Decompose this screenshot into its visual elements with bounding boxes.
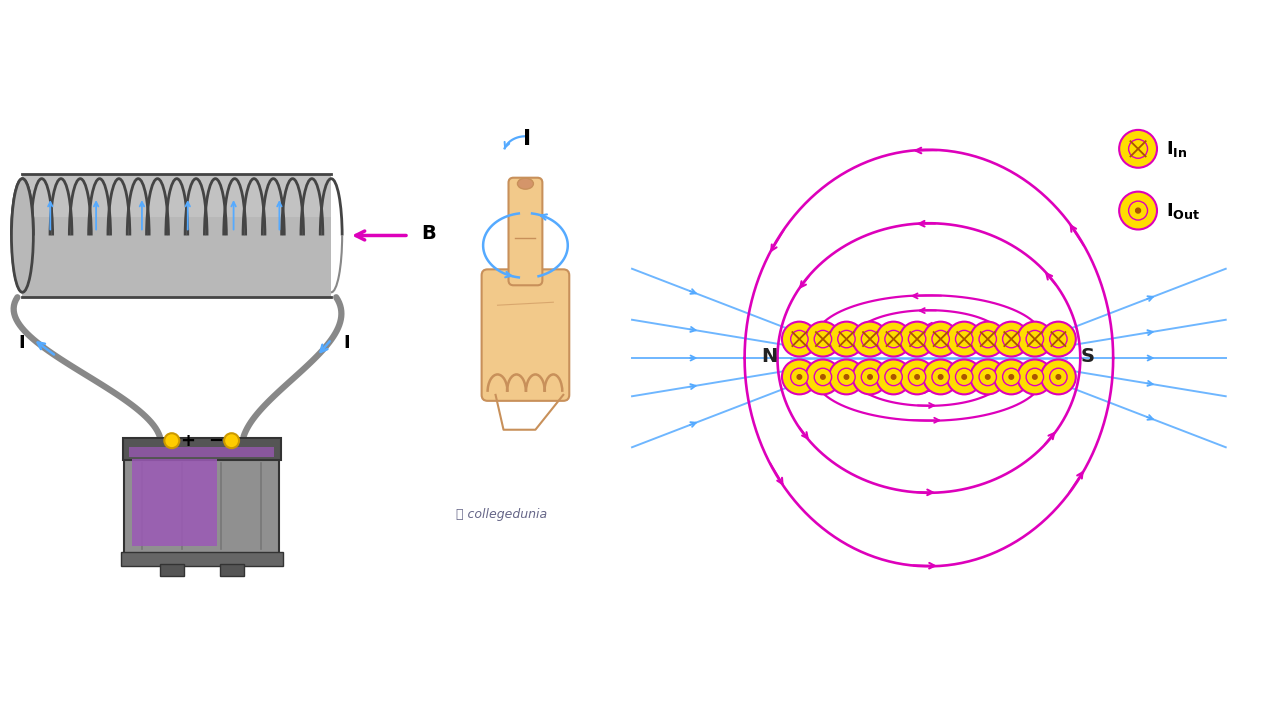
Circle shape (791, 368, 808, 386)
Circle shape (970, 322, 1005, 356)
Circle shape (891, 374, 896, 379)
Text: N: N (762, 346, 777, 366)
Bar (123, 438, 280, 459)
Circle shape (900, 359, 934, 395)
Circle shape (1050, 330, 1068, 348)
Circle shape (805, 359, 841, 395)
Text: I: I (524, 129, 531, 149)
Circle shape (1135, 208, 1140, 213)
Circle shape (900, 322, 934, 356)
Circle shape (814, 330, 832, 348)
Circle shape (993, 359, 1029, 395)
Bar (129, 446, 274, 456)
Circle shape (791, 330, 808, 348)
Ellipse shape (12, 179, 33, 292)
Circle shape (1002, 330, 1020, 348)
Circle shape (852, 359, 887, 395)
Text: 🎓 collegedunia: 🎓 collegedunia (456, 508, 547, 521)
Circle shape (993, 322, 1029, 356)
Circle shape (1041, 359, 1075, 395)
Text: +: + (180, 432, 196, 450)
Circle shape (884, 330, 902, 348)
Text: B: B (421, 224, 435, 243)
Circle shape (1009, 374, 1014, 379)
Circle shape (884, 368, 902, 386)
Circle shape (861, 368, 879, 386)
Circle shape (814, 368, 832, 386)
Circle shape (805, 322, 841, 356)
Ellipse shape (517, 179, 534, 189)
Circle shape (923, 322, 959, 356)
Text: I: I (343, 333, 351, 351)
Bar (220, 564, 243, 576)
Circle shape (947, 359, 982, 395)
Circle shape (1129, 201, 1148, 220)
Circle shape (979, 368, 996, 386)
Circle shape (938, 374, 943, 379)
Circle shape (1056, 374, 1061, 379)
Circle shape (782, 359, 817, 395)
Circle shape (955, 368, 973, 386)
Circle shape (1027, 368, 1043, 386)
Circle shape (923, 359, 959, 395)
Circle shape (1041, 322, 1075, 356)
Bar (160, 564, 184, 576)
Circle shape (224, 433, 239, 448)
Circle shape (963, 374, 966, 379)
Circle shape (837, 368, 855, 386)
Text: I$_{\mathregular{In}}$: I$_{\mathregular{In}}$ (1166, 139, 1188, 159)
Circle shape (909, 330, 925, 348)
Circle shape (932, 368, 950, 386)
Circle shape (782, 322, 817, 356)
Text: I: I (19, 333, 26, 351)
Circle shape (1129, 140, 1148, 158)
Circle shape (1027, 330, 1043, 348)
Text: I$_{\mathregular{Out}}$: I$_{\mathregular{Out}}$ (1166, 201, 1201, 220)
Circle shape (986, 374, 989, 379)
Circle shape (852, 322, 887, 356)
FancyBboxPatch shape (508, 178, 543, 285)
Circle shape (1002, 368, 1020, 386)
Circle shape (820, 374, 826, 379)
Circle shape (797, 374, 801, 379)
Circle shape (932, 330, 950, 348)
Circle shape (829, 359, 864, 395)
Circle shape (915, 374, 919, 379)
Circle shape (1119, 192, 1157, 230)
Circle shape (909, 368, 925, 386)
Circle shape (1033, 374, 1037, 379)
Bar (22, 174, 332, 217)
Bar (124, 445, 279, 554)
Circle shape (861, 330, 879, 348)
Circle shape (829, 322, 864, 356)
Circle shape (947, 322, 982, 356)
Circle shape (970, 359, 1005, 395)
Circle shape (1119, 130, 1157, 168)
Bar (120, 552, 283, 566)
FancyBboxPatch shape (481, 269, 570, 401)
Circle shape (164, 433, 179, 448)
Circle shape (955, 330, 973, 348)
Circle shape (868, 374, 872, 379)
Text: −: − (209, 432, 223, 450)
Circle shape (876, 359, 911, 395)
Circle shape (1050, 368, 1068, 386)
Text: S: S (1080, 346, 1094, 366)
Circle shape (845, 374, 849, 379)
Circle shape (979, 330, 996, 348)
Bar (132, 459, 218, 546)
Circle shape (876, 322, 911, 356)
Bar (22, 174, 332, 297)
Circle shape (1018, 359, 1052, 395)
Circle shape (1018, 322, 1052, 356)
Circle shape (837, 330, 855, 348)
